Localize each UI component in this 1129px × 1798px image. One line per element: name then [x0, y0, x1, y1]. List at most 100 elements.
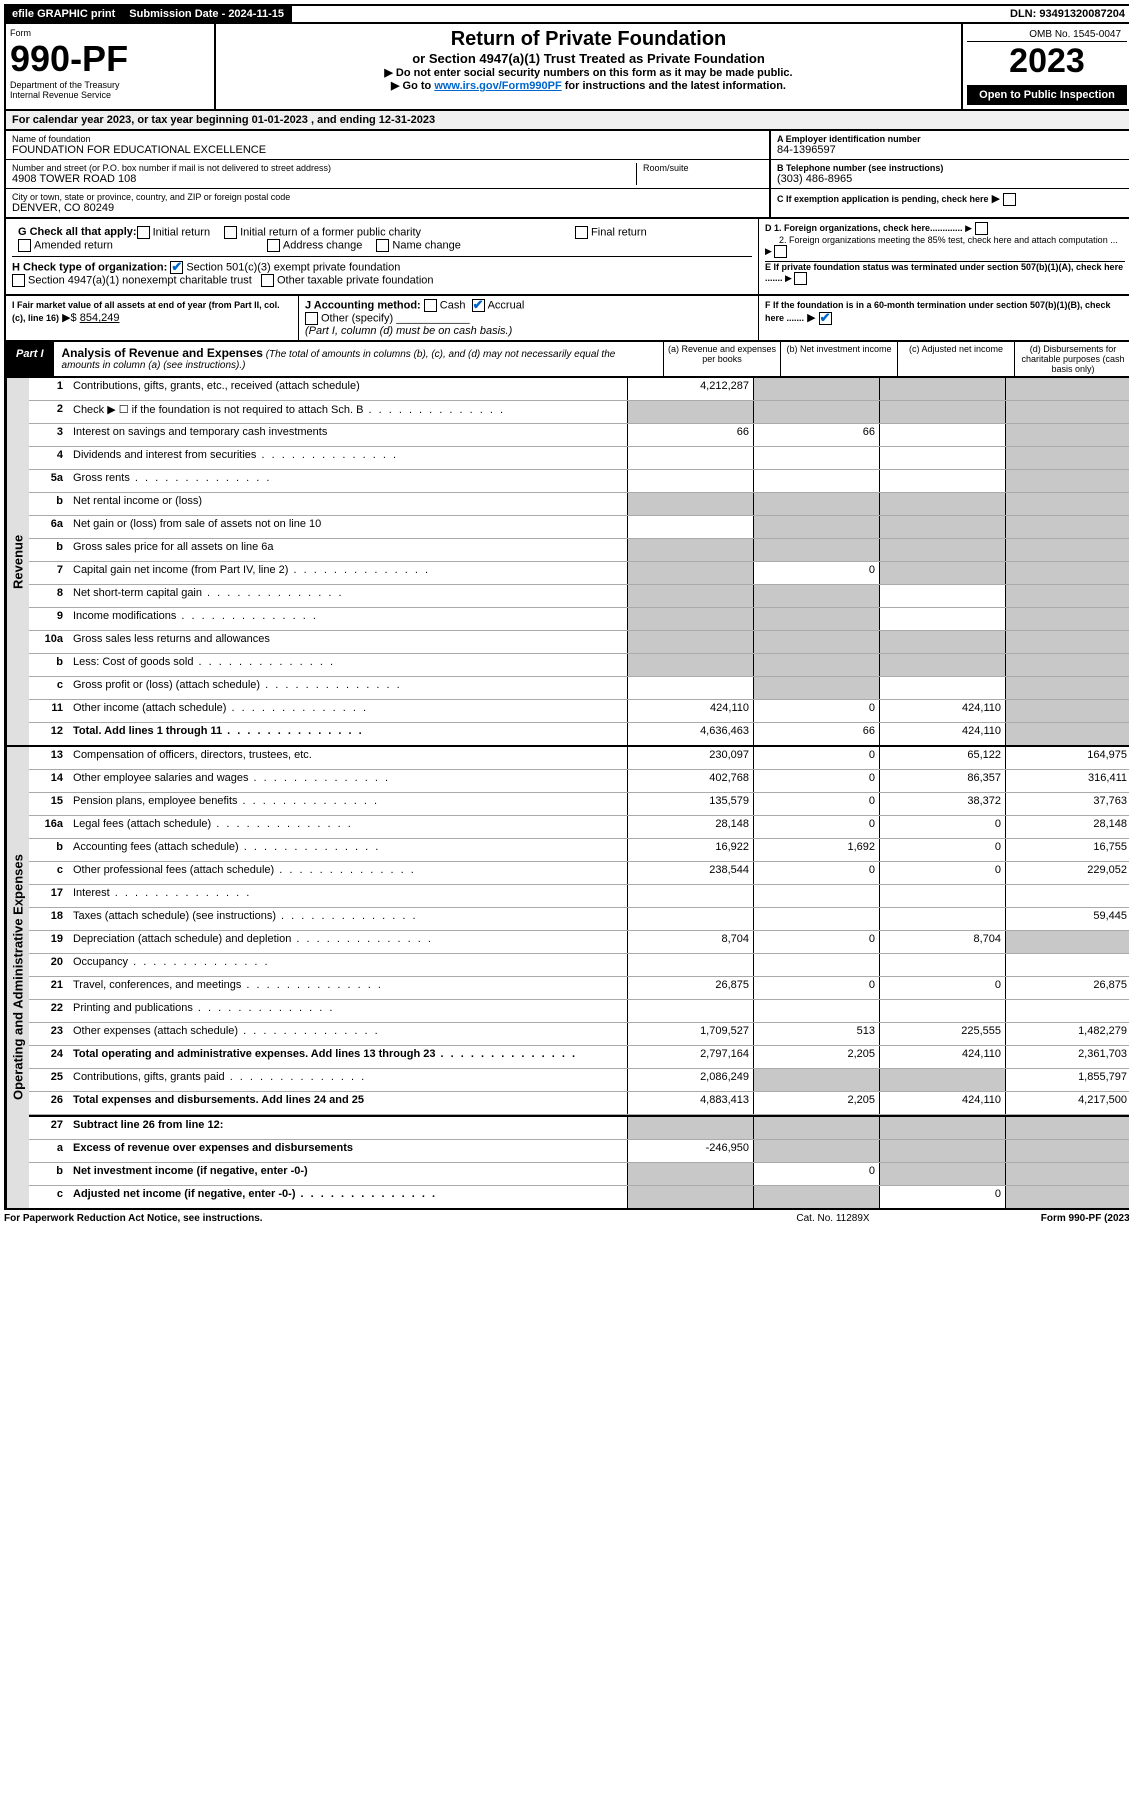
entity-info: Name of foundation FOUNDATION FOR EDUCAT… [4, 131, 1129, 219]
line-number: 20 [29, 954, 69, 976]
value-cell [753, 401, 879, 423]
c-checkbox[interactable] [1003, 193, 1016, 206]
value-cell: 8,704 [879, 931, 1005, 953]
value-cell [627, 516, 753, 538]
value-cell [753, 378, 879, 400]
line-number: 12 [29, 723, 69, 745]
value-cell [753, 1117, 879, 1139]
value-cell [879, 585, 1005, 607]
ijf-section: I Fair market value of all assets at end… [4, 296, 1129, 342]
value-cell [627, 447, 753, 469]
value-cell: 424,110 [879, 723, 1005, 745]
value-cell [1005, 424, 1129, 446]
value-cell [879, 470, 1005, 492]
j-cash[interactable] [424, 299, 437, 312]
ein-value: 84-1396597 [777, 144, 1125, 156]
value-cell [1005, 931, 1129, 953]
value-cell [1005, 585, 1129, 607]
value-cell [879, 1069, 1005, 1091]
value-cell [627, 1163, 753, 1185]
line-number: c [29, 677, 69, 699]
value-cell [753, 654, 879, 676]
g-amended[interactable] [18, 239, 31, 252]
form-label: Form [10, 28, 210, 38]
h-other[interactable] [261, 274, 274, 287]
expenses-section: Operating and Administrative Expenses 13… [4, 747, 1129, 1210]
col-a-header: (a) Revenue and expenses per books [663, 342, 780, 376]
value-cell: 28,148 [627, 816, 753, 838]
value-cell [753, 1186, 879, 1208]
efile-button[interactable]: efile GRAPHIC print [6, 6, 123, 22]
line-number: 3 [29, 424, 69, 446]
revenue-sidebar: Revenue [6, 378, 29, 745]
f-check[interactable] [819, 312, 832, 325]
table-row: 14Other employee salaries and wages402,7… [29, 770, 1129, 793]
value-cell [879, 1140, 1005, 1162]
addr-label: Number and street (or P.O. box number if… [12, 163, 636, 173]
value-cell: 0 [753, 747, 879, 769]
table-row: bAccounting fees (attach schedule)16,922… [29, 839, 1129, 862]
instr-1: ▶ Do not enter social security numbers o… [220, 66, 957, 79]
table-row: 7Capital gain net income (from Part IV, … [29, 562, 1129, 585]
e-check[interactable] [794, 272, 807, 285]
value-cell: 4,636,463 [627, 723, 753, 745]
value-cell [627, 885, 753, 907]
col-c-header: (c) Adjusted net income [897, 342, 1014, 376]
g-address[interactable] [267, 239, 280, 252]
line-number: 4 [29, 447, 69, 469]
value-cell [1005, 1140, 1129, 1162]
line-description: Interest on savings and temporary cash i… [69, 424, 627, 446]
line-description: Contributions, gifts, grants paid [69, 1069, 627, 1091]
table-row: 15Pension plans, employee benefits135,57… [29, 793, 1129, 816]
col-d-header: (d) Disbursements for charitable purpose… [1014, 342, 1129, 376]
value-cell [1005, 631, 1129, 653]
table-row: 22Printing and publications [29, 1000, 1129, 1023]
line-description: Net investment income (if negative, ente… [69, 1163, 627, 1185]
d1-check[interactable] [975, 222, 988, 235]
form-link[interactable]: www.irs.gov/Form990PF [434, 80, 561, 92]
line-description: Other employee salaries and wages [69, 770, 627, 792]
line-number: 22 [29, 1000, 69, 1022]
f-label: F If the foundation is in a 60-month ter… [765, 300, 1111, 323]
value-cell [1005, 654, 1129, 676]
value-cell: 0 [753, 931, 879, 953]
value-cell [627, 908, 753, 930]
line-number: 8 [29, 585, 69, 607]
h-501c3[interactable] [170, 261, 183, 274]
table-row: 24Total operating and administrative exp… [29, 1046, 1129, 1069]
value-cell: 2,797,164 [627, 1046, 753, 1068]
line-description: Total operating and administrative expen… [69, 1046, 627, 1068]
title-sub: or Section 4947(a)(1) Trust Treated as P… [220, 51, 957, 66]
line-description: Gross profit or (loss) (attach schedule) [69, 677, 627, 699]
table-row: 2Check ▶ ☐ if the foundation is not requ… [29, 401, 1129, 424]
line-description: Accounting fees (attach schedule) [69, 839, 627, 861]
h-4947[interactable] [12, 274, 25, 287]
value-cell: 59,445 [1005, 908, 1129, 930]
page-footer: For Paperwork Reduction Act Notice, see … [4, 1210, 1129, 1224]
value-cell: 0 [753, 793, 879, 815]
j-note: (Part I, column (d) must be on cash basi… [305, 325, 512, 337]
d2-check[interactable] [774, 245, 787, 258]
g-initial[interactable] [137, 226, 150, 239]
g-initial-former[interactable] [224, 226, 237, 239]
line-number: 25 [29, 1069, 69, 1091]
value-cell [1005, 378, 1129, 400]
line-description: Check ▶ ☐ if the foundation is not requi… [69, 401, 627, 423]
j-other[interactable] [305, 312, 318, 325]
value-cell: 4,217,500 [1005, 1092, 1129, 1114]
line-description: Gross sales less returns and allowances [69, 631, 627, 653]
value-cell [879, 493, 1005, 515]
expenses-sidebar: Operating and Administrative Expenses [6, 747, 29, 1208]
g-final[interactable] [575, 226, 588, 239]
value-cell [753, 1069, 879, 1091]
g-name[interactable] [376, 239, 389, 252]
value-cell: 26,875 [627, 977, 753, 999]
line-number: 18 [29, 908, 69, 930]
table-row: cOther professional fees (attach schedul… [29, 862, 1129, 885]
value-cell: 86,357 [879, 770, 1005, 792]
value-cell [627, 562, 753, 584]
line-number: b [29, 1163, 69, 1185]
value-cell [627, 654, 753, 676]
phone-value: (303) 486-8965 [777, 173, 1125, 185]
j-accrual[interactable] [472, 299, 485, 312]
